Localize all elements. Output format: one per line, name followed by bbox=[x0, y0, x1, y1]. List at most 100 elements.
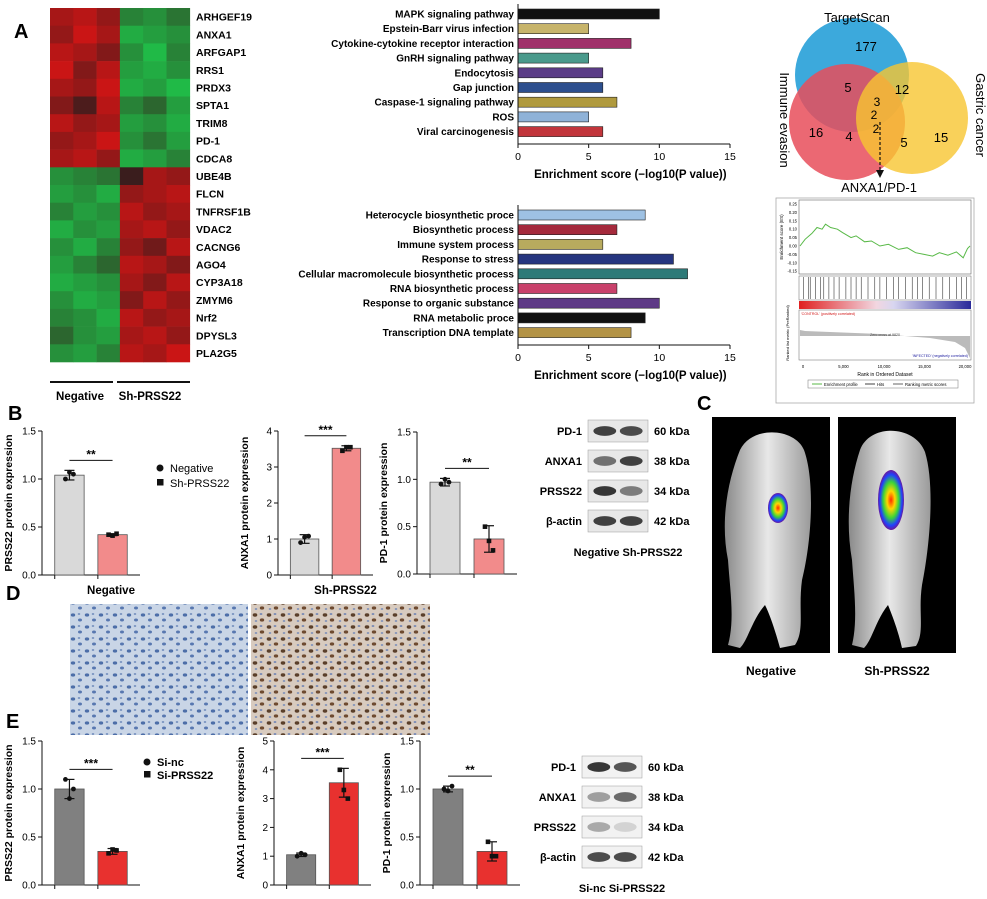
hbar-bar bbox=[517, 111, 589, 123]
vbar-bar bbox=[289, 538, 320, 576]
vbar-y-tick-label: 2 bbox=[266, 499, 272, 510]
vbar-bar bbox=[432, 788, 464, 886]
blot-row-background bbox=[587, 509, 649, 533]
heatmap-cell bbox=[143, 185, 167, 203]
vbar-sig-label: ** bbox=[86, 447, 96, 461]
vbar-point bbox=[63, 476, 68, 482]
venn-count-ts-gastric: 12 bbox=[895, 82, 909, 97]
heatmap-cell bbox=[143, 149, 167, 168]
hbar-category-label: Response to organic substance bbox=[363, 299, 515, 310]
blot-row-background bbox=[581, 845, 643, 869]
gsea-es-box bbox=[798, 199, 972, 275]
heatmap-gene-label: ARFGAP1 bbox=[196, 47, 246, 59]
heatmap-gene-label: SPTA1 bbox=[196, 100, 229, 112]
hbar-x-tick-label: 10 bbox=[653, 352, 665, 364]
venn-arrowhead bbox=[876, 170, 884, 178]
hbar-bar bbox=[517, 82, 604, 93]
heatmap-cell bbox=[166, 114, 191, 133]
blot-caption: Si-nc Si-PRSS22 bbox=[579, 883, 665, 895]
vbar-point bbox=[67, 796, 72, 801]
gsea-enrichment-curve bbox=[799, 223, 971, 259]
bar-chart-b-pd1: 0.0 0.5 1.0 1.5 PD-1 protein expression ** bbox=[378, 428, 517, 581]
heatmap-cell bbox=[143, 131, 167, 150]
vbar-sig-label: *** bbox=[318, 423, 332, 437]
heatmap-cell bbox=[96, 114, 121, 133]
hbar-x-tick-label: 0 bbox=[515, 151, 521, 163]
blot-row-background bbox=[587, 479, 649, 503]
gsea-xticks: 0 5,000 10,000 15,000 20,000 bbox=[802, 364, 972, 369]
hbar-category-label: Heterocycle biosynthetic proce bbox=[366, 211, 515, 222]
blot-protein-label: PRSS22 bbox=[540, 486, 582, 498]
vbar-y-tick-label: 1 bbox=[262, 852, 268, 863]
heatmap-cell bbox=[119, 61, 144, 80]
hbar-x-tick-label: 5 bbox=[586, 352, 592, 364]
heatmap-cell bbox=[166, 131, 191, 150]
gsea-ytick-label: -0.15 bbox=[787, 269, 797, 274]
heatmap-gene-label: VDAC2 bbox=[196, 224, 232, 236]
heatmap-cell bbox=[166, 185, 191, 203]
heatmap-cell bbox=[143, 96, 167, 115]
blot-band bbox=[613, 792, 637, 802]
heatmap-gene-label: PRDX3 bbox=[196, 83, 231, 95]
vbar-point bbox=[348, 444, 353, 450]
vbar-point bbox=[490, 548, 496, 553]
vbar-y-label: ANXA1 protein expression bbox=[239, 437, 251, 569]
hbar-bar bbox=[517, 67, 604, 79]
hbar-category-label: Endocytosis bbox=[455, 68, 515, 79]
gsea-ytick-label: 0.00 bbox=[789, 244, 798, 249]
vbar-bar bbox=[331, 447, 362, 576]
vbar-sig-label: *** bbox=[315, 745, 329, 759]
heatmap-cell bbox=[50, 25, 74, 44]
heatmap-cell bbox=[166, 25, 191, 44]
legend-b-marker-sh bbox=[157, 479, 164, 486]
blot-kda-label: 38 kDa bbox=[654, 456, 690, 468]
gsea-xtick-label: 10,000 bbox=[878, 364, 891, 369]
ihc-image-negative bbox=[70, 604, 248, 735]
blot-protein-label: PRSS22 bbox=[534, 822, 576, 834]
heatmap-cell bbox=[73, 149, 97, 168]
hbar-category-label: Cytokine-cytokine receptor interaction bbox=[331, 39, 514, 50]
hbar-bar bbox=[517, 8, 660, 20]
heatmap-cell bbox=[73, 308, 97, 327]
legend-b-negative: Negative bbox=[170, 463, 213, 475]
vbar-point bbox=[340, 448, 345, 454]
hbar-bar bbox=[517, 126, 604, 137]
heatmap-cell bbox=[143, 25, 167, 44]
hbar-category-label: Epstein-Barr virus infection bbox=[383, 24, 514, 35]
heatmap-gene-label: TNFRSF1B bbox=[196, 206, 251, 218]
hbar-bar bbox=[517, 23, 589, 35]
hbar-bar bbox=[517, 253, 674, 265]
blot-kda-label: 60 kDa bbox=[648, 762, 684, 774]
heatmap-gene-label: CYP3A18 bbox=[196, 277, 243, 289]
blot-kda-label: 42 kDa bbox=[648, 852, 684, 864]
gsea-rank-metric bbox=[800, 330, 970, 358]
gsea-rank-ylabel: Ranked list metric (PreRanked) bbox=[785, 305, 790, 361]
hbar-x-tick-label: 15 bbox=[724, 151, 736, 163]
vbar-bar bbox=[54, 474, 85, 576]
blot-band bbox=[619, 456, 643, 466]
heatmap-cell bbox=[50, 238, 74, 257]
vbar-point bbox=[482, 524, 488, 529]
blot-band bbox=[593, 456, 617, 466]
heatmap-cell bbox=[119, 238, 144, 257]
blot-band bbox=[619, 516, 643, 526]
venn-count-gastric-a: 5 bbox=[900, 135, 907, 150]
heatmap-cell bbox=[50, 78, 74, 97]
heatmap-cell bbox=[96, 61, 121, 80]
vbar-x-label: Sh-PRSS22 bbox=[314, 585, 377, 597]
hbar-category-label: Response to stress bbox=[422, 255, 515, 266]
vbar-y-tick-label: 3 bbox=[262, 794, 268, 805]
gsea-ytick-label: -0.10 bbox=[787, 260, 797, 265]
vbar-y-tick-label: 0 bbox=[266, 571, 272, 582]
vbar-point bbox=[493, 853, 499, 859]
hbar-category-label: Cellular macromolecule biosynthetic proc… bbox=[298, 269, 514, 280]
heatmap-cell bbox=[96, 149, 121, 168]
heatmap-group-sh: Sh-PRSS22 bbox=[119, 391, 182, 403]
heatmap-cell bbox=[73, 25, 97, 44]
gsea-xtick-label: 20,000 bbox=[959, 364, 972, 369]
gsea-frame bbox=[775, 197, 975, 404]
vbar-y-tick-label: 0.0 bbox=[22, 571, 36, 582]
vbar-sig-label: ** bbox=[462, 455, 472, 469]
venn-count-gastric-b: 15 bbox=[934, 130, 948, 145]
legend-e-marker-si bbox=[144, 771, 151, 778]
